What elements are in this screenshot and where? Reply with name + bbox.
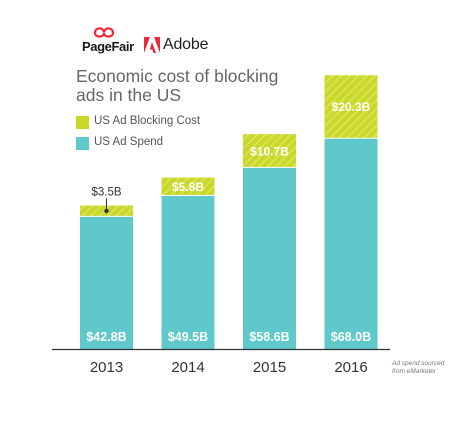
bar-ad-spend-2016 xyxy=(324,138,378,349)
x-tick-label-2013: 2013 xyxy=(90,359,123,376)
adobe-wordmark: Adobe xyxy=(163,36,209,53)
chart-title: Economic cost of blocking ads in the US xyxy=(76,66,279,105)
bar-ad-spend-2015 xyxy=(243,167,296,349)
bar-blocking-cost-2016 xyxy=(324,75,378,139)
data-label-ad-spend-2013: $42.8B xyxy=(86,330,126,344)
x-tick-label-2016: 2016 xyxy=(334,359,367,376)
bar-ad-spend-2014 xyxy=(161,195,215,349)
data-label-blocking-cost-2013: $3.5B xyxy=(91,186,121,198)
x-tick-label-2014: 2014 xyxy=(171,359,204,376)
legend-swatch-blocking-cost xyxy=(76,116,89,129)
bar-ad-spend-2013 xyxy=(80,216,133,349)
data-label-ad-spend-2015: $58.6B xyxy=(249,330,289,344)
pagefair-mark-icon xyxy=(93,27,115,38)
legend-label-blocking-cost: US Ad Blocking Cost xyxy=(94,115,201,127)
data-label-blocking-cost-2014: $5.8B xyxy=(172,180,204,194)
pagefair-logo: PageFair xyxy=(82,24,140,58)
legend-label-ad-spend: US Ad Spend xyxy=(94,136,164,148)
legend-swatch-ad-spend xyxy=(76,137,89,150)
label-leader-dot-2013 xyxy=(104,208,109,214)
data-label-ad-spend-2014: $49.5B xyxy=(168,330,208,344)
source-note: Ad spend sourced from eMarketer xyxy=(392,360,445,375)
data-label-ad-spend-2016: $68.0B xyxy=(331,330,371,344)
pagefair-wordmark: PageFair xyxy=(82,39,134,54)
adobe-mark-icon xyxy=(144,37,160,53)
x-tick-label-2015: 2015 xyxy=(253,359,286,376)
bar-blocking-cost-2014 xyxy=(161,177,215,196)
data-label-blocking-cost-2016: $20.3B xyxy=(332,100,371,114)
data-label-blocking-cost-2015: $10.7B xyxy=(250,144,289,158)
bar-blocking-cost-2015 xyxy=(243,134,296,168)
